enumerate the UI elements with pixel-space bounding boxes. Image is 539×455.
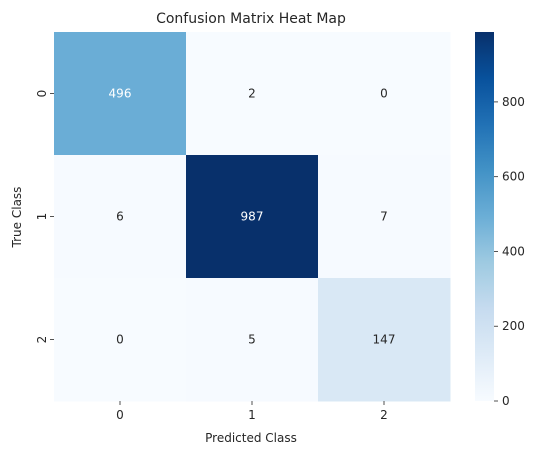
cell-value-label: 0	[116, 333, 124, 347]
y-tick-label: 2	[35, 336, 49, 344]
cell-value-label: 7	[380, 210, 388, 224]
x-ticks: 0 1 2	[116, 401, 388, 422]
y-tick-label: 1	[35, 213, 49, 221]
x-axis-label: Predicted Class	[205, 431, 297, 445]
colorbar-tick-label: 600	[502, 170, 525, 184]
cell-value-label: 147	[373, 333, 396, 347]
x-tick-label: 1	[248, 408, 256, 422]
y-axis-label: True Class	[10, 187, 24, 249]
heatmap-cells: 496 2 0 6 987 7 0 5 147	[54, 32, 451, 402]
cell-value-label: 496	[109, 87, 132, 101]
cell-value-label: 6	[116, 210, 124, 224]
colorbar: 0 200 400 600 800	[475, 32, 525, 408]
colorbar-tick-label: 200	[502, 319, 525, 333]
colorbar-tick-label: 0	[502, 394, 510, 408]
colorbar-tick-label: 400	[502, 244, 525, 258]
colorbar-gradient	[475, 32, 494, 401]
chart-title: Confusion Matrix Heat Map	[156, 11, 346, 27]
y-ticks: 0 1 2	[35, 90, 54, 344]
cell-value-label: 987	[241, 210, 264, 224]
cell-value-label: 0	[380, 87, 388, 101]
cell-value-label: 2	[248, 87, 256, 101]
x-tick-label: 2	[380, 408, 388, 422]
cell-value-label: 5	[248, 333, 256, 347]
y-tick-label: 0	[35, 90, 49, 98]
x-tick-label: 0	[116, 408, 124, 422]
colorbar-tick-label: 800	[502, 95, 525, 109]
